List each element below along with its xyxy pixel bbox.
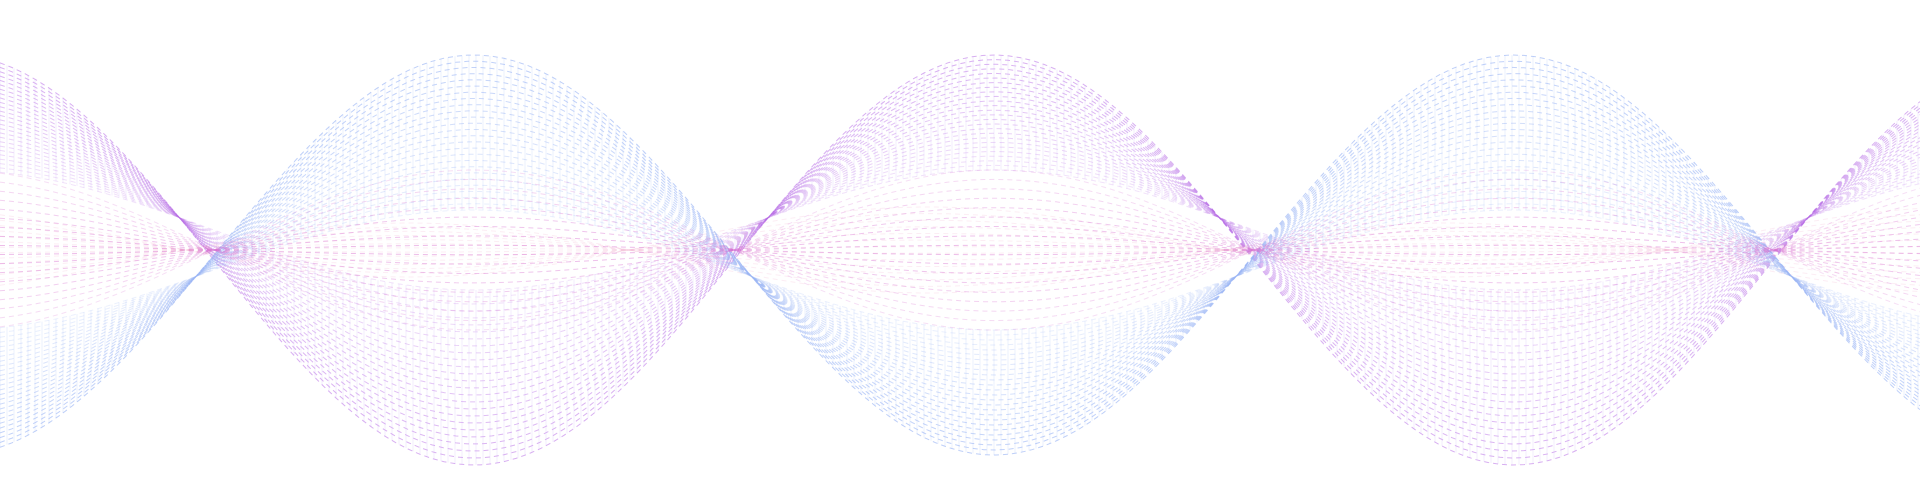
- wave-strand: [0, 226, 1920, 274]
- wave-strand: [0, 118, 1920, 368]
- wave-strand: [0, 151, 1920, 319]
- wave-strand: [0, 73, 1920, 441]
- wave-strand: [0, 203, 1920, 336]
- wave-strand: [0, 79, 1920, 436]
- wave-strand: [0, 82, 1920, 424]
- wave-strand: [0, 178, 1920, 322]
- wave-strand: [0, 128, 1920, 396]
- wave-strand: [0, 239, 1920, 267]
- wave-strand: [0, 213, 1920, 274]
- wave-strand: [0, 216, 1920, 284]
- wave-strand: [0, 209, 1920, 331]
- wave-strand: [0, 141, 1920, 333]
- wave-strand: [0, 122, 1920, 401]
- wave-strand: [0, 116, 1920, 406]
- wave-strand: [0, 230, 1920, 281]
- wave-strand: [0, 63, 1920, 452]
- wave-strand: [0, 235, 1920, 265]
- wave-strand: [0, 219, 1920, 270]
- wave-strand: [0, 105, 1920, 389]
- wave-strand: [0, 159, 1920, 371]
- wave-strand: [0, 91, 1920, 410]
- wave-strand: [0, 188, 1920, 312]
- wave-strand: [0, 190, 1920, 346]
- wave-strand: [0, 169, 1920, 331]
- wave-strand: [0, 54, 1920, 456]
- wave-strand: [0, 226, 1920, 274]
- wave-strand: [0, 141, 1920, 386]
- wave-strand: [0, 54, 1920, 466]
- wave-strand: [0, 91, 1920, 426]
- wave-strand: [0, 166, 1920, 366]
- wave-strand: [0, 132, 1920, 347]
- wave-strand: [0, 123, 1920, 361]
- wave-strand: [0, 178, 1920, 322]
- upper-violet-band: [0, 54, 1920, 466]
- wave-strand: [0, 86, 1920, 417]
- wave-strand: [0, 207, 1920, 293]
- wave-strand: [0, 233, 1920, 261]
- wave-strand: [0, 222, 1920, 294]
- wave-strand: [0, 114, 1920, 375]
- wave-strand: [0, 128, 1920, 354]
- wave-strand: [0, 164, 1920, 298]
- lower-blue-band: [0, 54, 1920, 456]
- wave-strand: [0, 104, 1920, 416]
- wave-strand: [0, 147, 1920, 381]
- wave-strand: [0, 97, 1920, 421]
- wave-strand: [0, 85, 1920, 431]
- wave-strand: [0, 226, 1920, 287]
- wave-strand: [0, 95, 1920, 403]
- middle-pink-band: [0, 206, 1920, 294]
- wave-strand: [0, 155, 1920, 312]
- wave-strand: [0, 72, 1920, 438]
- wave-strand: [0, 197, 1920, 303]
- wave-strand: [0, 135, 1920, 391]
- wave-strand: [0, 235, 1920, 265]
- wave-strand: [0, 100, 1920, 396]
- wave-strand: [0, 197, 1920, 341]
- wave-strand: [0, 169, 1920, 291]
- wave-strand: [0, 178, 1920, 356]
- wave-strand: [0, 77, 1920, 431]
- wave-strand: [0, 110, 1920, 411]
- wave-strand: [0, 59, 1920, 459]
- wave-strand: [0, 172, 1920, 361]
- wave-strand: [0, 197, 1920, 303]
- wave-strand: [0, 188, 1920, 312]
- wave-strand: [0, 226, 1920, 265]
- wave-strand: [0, 184, 1920, 351]
- wave-strand: [0, 60, 1920, 451]
- wave-strand: [0, 109, 1920, 382]
- wave-strand: [0, 66, 1920, 446]
- wave-strand: [0, 169, 1920, 331]
- wave-strand: [0, 235, 1920, 274]
- wave-strand: [0, 206, 1920, 278]
- center-magenta-band: [0, 169, 1920, 331]
- wave-strand: [0, 216, 1920, 284]
- wave-strand: [0, 207, 1920, 293]
